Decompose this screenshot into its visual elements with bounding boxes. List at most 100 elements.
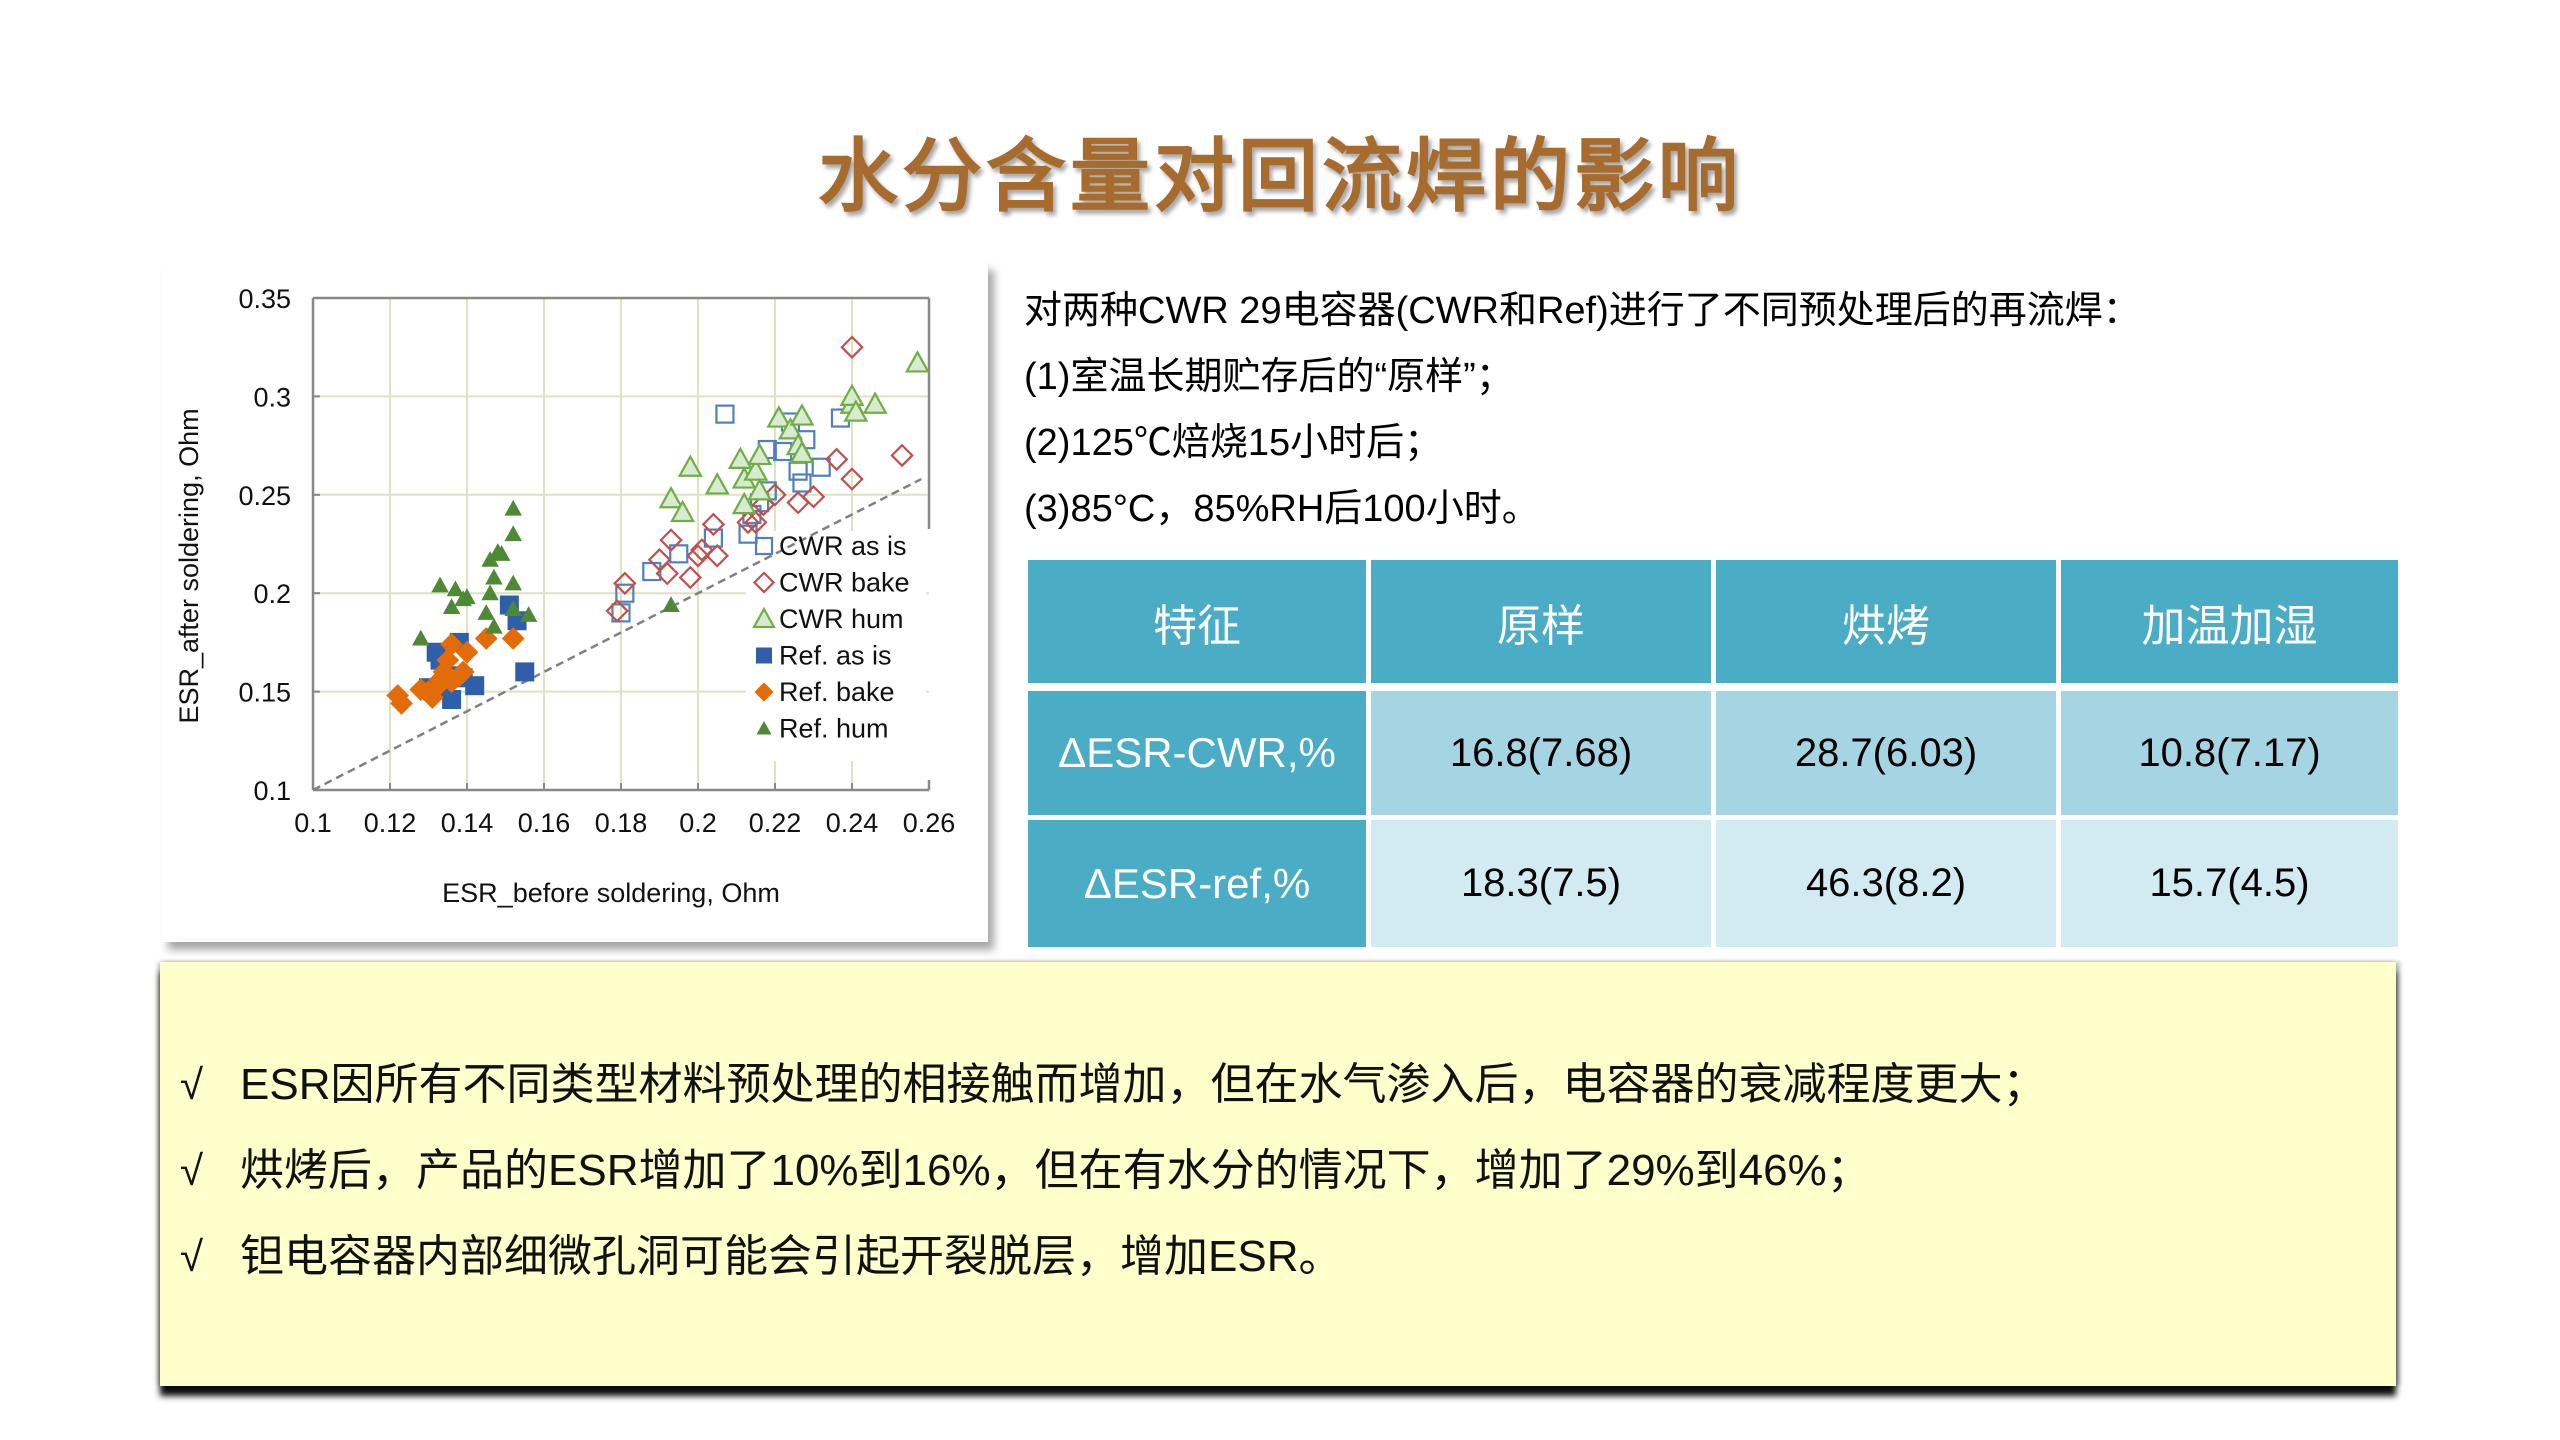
data-point-cwr-bake [824,447,849,472]
data-point-ref-hum [662,596,680,613]
data-point-cwr-bake [840,467,864,491]
data-point-cwr-bake [840,335,864,359]
legend-label: CWR hum [779,604,904,634]
x-tick-label: 0.16 [518,808,571,838]
data-point-ref-bake [455,640,479,664]
conclusion-text: ESR因所有不同类型材料预处理的相接触而增加，但在水气渗入后，电容器的衰减程度更… [240,1060,2047,1109]
intro-line: (3)85°C，85%RH后100小时。 [1024,488,1540,530]
y-tick-label: 0.15 [238,678,291,708]
data-point-ref-hum [485,617,503,634]
intro-line: (1)室温长期贮存后的“原样”； [1024,356,1514,398]
data-point-ref-bake [428,668,452,692]
legend-marker-icon [756,721,772,735]
legend-label: CWR bake [779,568,910,598]
slide-title: 水分含量对回流焊的影响 [818,130,1742,223]
conclusion-item: √ 烘烤后，产品的ESR增加了10%到16%，但在有水分的情况下，增加了29%到4… [180,1128,2046,1214]
data-point-ref-hum [504,574,522,591]
table-header-cell: 加温加湿 [2061,560,2398,691]
data-point-cwr-hum [704,472,730,495]
legend-marker-icon [756,647,772,664]
data-point-cwr-hum [839,383,865,406]
data-point-cwr-hum [731,491,757,515]
data-point-cwr-hum [670,499,696,523]
data-point-cwr-as-is [788,461,808,481]
table-header-cell: 烘烤 [1716,560,2061,691]
data-point-cwr-as-is [811,457,831,477]
data-point-ref-hum [504,499,522,516]
data-point-cwr-hum [789,403,815,426]
check-icon: √ [180,1233,204,1280]
x-tick-label: 0.22 [749,808,802,838]
data-point-ref-bake [474,627,498,650]
data-point-cwr-bake [613,571,637,596]
intro-line: 对两种CWR 29电容器(CWR和Ref)进行了不同预处理后的再流焊： [1024,290,2141,332]
data-point-cwr-hum [843,399,869,422]
data-point-cwr-as-is [715,404,735,424]
scatter-chart: 0.1 0.12 0.14 0.16 0.18 0.2 0.22 0.24 0.26 0.1 0.1… [174,284,955,908]
scatter-chart-panel: 0.1 0.12 0.14 0.16 0.18 0.2 0.22 0.24 0.26 0.1 0.1… [162,262,988,942]
conclusion-text: 钽电容器内部细微孔洞可能会引起开裂脱层，增加ESR。 [240,1232,1343,1281]
table-cell: 46.3(8.2) [1716,820,2061,947]
data-point-ref-as-is [442,689,462,709]
data-point-cwr-hum [677,454,703,477]
data-point-ref-as-is [515,662,535,682]
intro-line: (2)125℃焙烧15小时后； [1024,422,1443,464]
table-row: ΔESR-CWR,% 16.8(7.68) 28.7(6.03) 10.8(7.… [1028,691,2398,820]
legend-marker-icon [752,571,776,594]
data-point-cwr-bake [701,512,726,537]
data-point-ref-bake [451,660,475,684]
data-point-cwr-as-is [703,528,724,548]
data-point-ref-hum [485,568,503,585]
esr-change-table: 特征 原样 烘烤 加温加湿 ΔESR-CWR,% 16.8(7.68) 28.7… [1028,560,2398,947]
data-point-ref-hum [504,600,522,616]
y-tick-label: 0.25 [238,481,291,511]
y-tick-label: 0.1 [253,776,291,806]
legend-label: Ref. bake [779,677,895,707]
data-point-cwr-bake [686,544,710,568]
x-tick-label: 0.2 [679,808,717,838]
data-point-ref-as-is [507,611,527,631]
data-point-ref-as-is [465,676,485,696]
table-cell: 15.7(4.5) [2061,820,2398,947]
legend-marker-icon [754,536,774,556]
table-row-label: ΔESR-ref,% [1028,820,1371,947]
table-cell: 18.3(7.5) [1371,820,1716,947]
data-point-ref-bake [386,684,410,707]
data-point-ref-bake [440,632,463,656]
table-header-cell: 特征 [1028,560,1371,691]
data-point-cwr-bake [763,483,787,507]
conclusion-text: 烘烤后，产品的ESR增加了10%到16%，但在有水分的情况下，增加了29%到46… [240,1146,1871,1195]
table-cell: 16.8(7.68) [1371,691,1716,820]
data-point-ref-hum [458,588,476,605]
legend-label: Ref. as is [779,641,892,671]
y-tick-label: 0.3 [253,382,291,412]
table-header-cell: 原样 [1371,560,1716,691]
data-point-cwr-hum [862,391,888,414]
x-axis-title: ESR_before soldering, Ohm [442,878,780,908]
reference-line-y-equals-x [312,477,922,792]
data-point-cwr-bake [705,544,730,568]
data-point-cwr-bake [736,510,760,535]
data-point-cwr-as-is [669,544,689,564]
legend-marker-icon [754,682,774,702]
legend-marker-icon [752,606,776,629]
data-point-cwr-as-is [615,583,635,603]
table-row: ΔESR-ref,% 18.3(7.5) 46.3(8.2) 15.7(4.5) [1028,820,2398,947]
data-point-cwr-hum [747,442,773,466]
data-point-cwr-bake [890,443,914,468]
data-point-ref-hum [442,598,461,614]
data-point-cwr-bake [659,528,683,552]
data-point-cwr-hum [789,440,815,464]
conclusion-item: √ 钽电容器内部细微孔洞可能会引起开裂脱层，增加ESR。 [180,1214,2046,1300]
x-tick-label: 0.14 [441,808,494,838]
data-point-cwr-hum [777,416,803,440]
y-tick-label: 0.2 [253,579,291,609]
legend-background [746,531,926,761]
data-point-cwr-bake [743,510,768,535]
legend-label: Ref. hum [779,714,889,744]
data-point-ref-bake [501,627,525,650]
check-icon: √ [180,1147,204,1194]
conclusion-box: √ ESR因所有不同类型材料预处理的相接触而增加，但在水气渗入后，电容器的衰减程度… [160,962,2396,1386]
check-icon: √ [180,1061,204,1108]
conclusion-list: √ ESR因所有不同类型材料预处理的相接触而增加，但在水气渗入后，电容器的衰减程度… [180,1042,2046,1300]
